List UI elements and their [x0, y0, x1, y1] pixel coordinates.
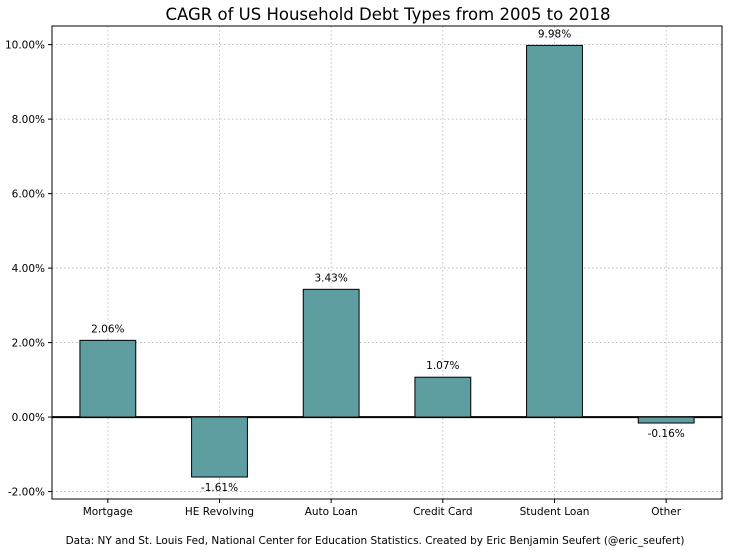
y-tick-label: 10.00%	[5, 39, 45, 51]
x-tick-label: Credit Card	[413, 506, 472, 518]
y-tick-label: 0.00%	[12, 412, 45, 424]
y-tick-label: -2.00%	[8, 486, 45, 498]
plot-frame	[51, 25, 723, 500]
data-label: 9.98%	[538, 28, 571, 40]
x-tick-label: Mortgage	[83, 506, 133, 518]
data-labels: 2.06% -1.61% 3.43% 1.07% 9.98% -0.16%	[91, 28, 685, 494]
y-tick-label: 4.00%	[12, 263, 45, 275]
x-tick-label: Auto Loan	[305, 506, 358, 518]
x-axis-ticks: Mortgage HE Revolving Auto Loan Credit Card…	[83, 499, 682, 518]
data-label: 3.43%	[314, 272, 347, 284]
y-tick-label: 2.00%	[12, 337, 45, 349]
data-label: 2.06%	[91, 323, 124, 335]
bar-other	[637, 416, 695, 424]
bar-he-revolving	[191, 416, 248, 478]
data-label: -1.61%	[201, 482, 238, 494]
data-label: 1.07%	[426, 360, 459, 372]
bar-credit-card	[414, 376, 472, 418]
x-tick-label: Student Loan	[520, 506, 590, 518]
bar-layer	[79, 44, 695, 478]
grid-layer	[52, 26, 722, 499]
x-tick-label: Other	[651, 506, 681, 518]
footnote: Data: NY and St. Louis Fed, National Cen…	[66, 535, 685, 547]
y-tick-label: 8.00%	[12, 114, 45, 126]
y-axis-ticks: -2.00% 0.00% 2.00% 4.00% 6.00% 8.00% 10.00%	[5, 39, 52, 498]
x-tick-label: HE Revolving	[185, 506, 254, 518]
chart-title: CAGR of US Household Debt Types from 200…	[166, 5, 611, 24]
bar-mortgage	[79, 339, 137, 418]
bar-auto-loan	[302, 288, 360, 418]
bar-student-loan	[526, 44, 583, 418]
y-tick-label: 6.00%	[12, 188, 45, 200]
data-label: -0.16%	[648, 428, 685, 440]
